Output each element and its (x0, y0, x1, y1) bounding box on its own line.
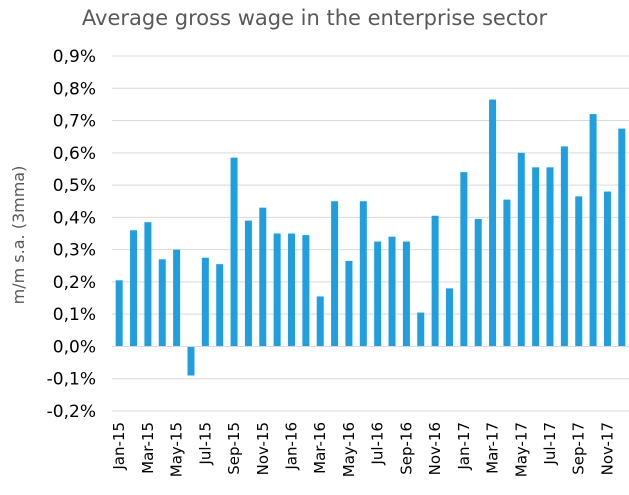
bar-jun-16 (359, 201, 367, 347)
y-axis-label: m/m s.a. (3mma) (9, 166, 28, 305)
x-tick-label: May-15 (168, 422, 186, 477)
bar-sep-15 (230, 157, 238, 347)
bar-feb-16 (302, 235, 310, 347)
bar-jan-15 (115, 280, 123, 347)
bar-jul-17 (546, 167, 554, 347)
x-tick-label: Sep-15 (225, 422, 243, 475)
bar-may-17 (517, 152, 525, 347)
bar-oct-15 (244, 220, 252, 347)
x-tick-label: Mar-16 (311, 422, 329, 474)
bar-jul-16 (374, 241, 382, 347)
bar-mar-17 (489, 99, 497, 347)
y-tick-label: -0,1% (47, 370, 96, 390)
y-axis-ticks: -0,2% -0,1% 0,0% 0,1% 0,2% 0,3% 0,4% 0,5% 0,6% 0,… (47, 47, 96, 422)
bar-feb-15 (130, 230, 138, 347)
x-tick-label: Jul-17 (541, 422, 559, 466)
x-tick-label: May-16 (340, 422, 358, 477)
bar-aug-17 (560, 146, 568, 347)
chart-title: Average gross wage in the enterprise sec… (81, 6, 548, 30)
x-tick-label: Mar-17 (484, 422, 502, 474)
y-tick-label: -0,2% (47, 402, 96, 422)
bar-jan-17 (460, 172, 468, 347)
bar-apr-15 (158, 259, 166, 347)
y-tick-label: 0,4% (53, 208, 96, 228)
bars (115, 99, 626, 376)
bar-may-15 (173, 249, 181, 347)
x-tick-label: Jul-15 (196, 422, 214, 466)
bar-nov-15 (259, 207, 267, 347)
x-tick-label: Jan-15 (110, 422, 128, 471)
x-tick-label: Jan-16 (283, 422, 301, 471)
y-tick-label: 0,2% (53, 273, 96, 293)
bar-feb-17 (474, 218, 482, 347)
bar-aug-15 (216, 264, 224, 347)
bar-oct-16 (417, 312, 425, 347)
bar-mar-15 (144, 222, 152, 347)
y-tick-label: 0,1% (53, 305, 96, 325)
x-tick-label: Nov-17 (598, 422, 616, 475)
bar-dec-17 (618, 128, 626, 347)
bar-apr-16 (331, 201, 339, 347)
y-tick-label: 0,7% (53, 112, 96, 132)
bar-nov-16 (431, 215, 439, 347)
x-tick-label: May-17 (512, 422, 530, 477)
bar-dec-16 (445, 288, 453, 347)
x-axis-ticks: Jan-15 Mar-15 May-15 Jul-15 Sep-15 Nov-15 Jan-… (110, 422, 616, 477)
y-tick-label: 0,0% (53, 337, 96, 357)
bar-may-16 (345, 260, 353, 347)
x-tick-label: Nov-15 (254, 422, 272, 475)
x-tick-label: Nov-16 (426, 422, 444, 475)
bar-sep-16 (402, 241, 410, 347)
x-tick-label: Jan-17 (455, 422, 473, 471)
x-tick-label: Sep-16 (397, 422, 415, 475)
bar-aug-16 (388, 236, 396, 347)
x-tick-label: Jul-16 (369, 422, 387, 466)
x-tick-label: Mar-15 (139, 422, 157, 474)
bar-sep-17 (575, 196, 583, 347)
x-tick-label: Sep-17 (570, 422, 588, 475)
y-tick-label: 0,6% (53, 144, 96, 164)
bar-jan-16 (288, 233, 296, 347)
y-tick-label: 0,9% (53, 47, 96, 67)
y-tick-label: 0,3% (53, 241, 96, 261)
bar-jun-15 (187, 346, 195, 376)
bar-nov-17 (603, 191, 611, 347)
bar-mar-16 (316, 296, 324, 347)
bar-jul-15 (201, 257, 209, 347)
bar-jun-17 (532, 167, 540, 347)
y-tick-label: 0,5% (53, 176, 96, 196)
y-tick-label: 0,8% (53, 79, 96, 99)
bar-apr-17 (503, 199, 511, 347)
bar-oct-17 (589, 114, 597, 347)
bar-dec-15 (273, 233, 281, 347)
